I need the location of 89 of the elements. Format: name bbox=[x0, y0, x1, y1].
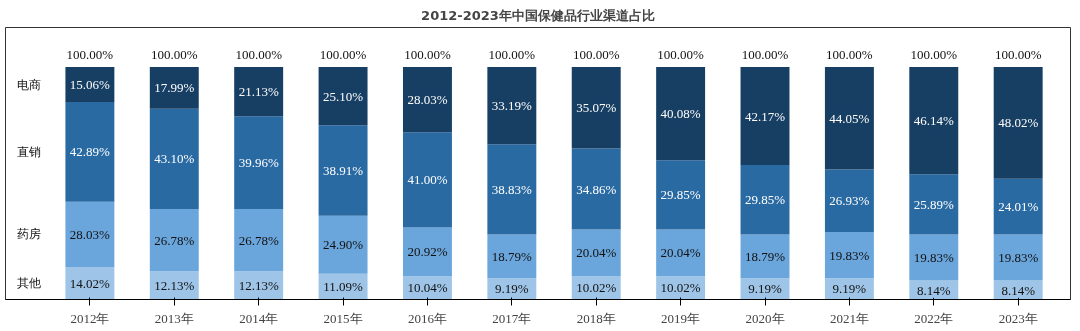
data-label: 10.04% bbox=[407, 280, 448, 296]
x-tick-label: 2016年 bbox=[407, 310, 447, 326]
data-label: 41.00% bbox=[407, 172, 448, 188]
bar bbox=[571, 67, 621, 149]
bar bbox=[149, 108, 199, 210]
bar bbox=[909, 67, 959, 175]
total-label: 100.00% bbox=[657, 47, 705, 63]
total-label: 100.00% bbox=[404, 47, 451, 63]
total-label: 100.00% bbox=[826, 47, 873, 63]
x-tick-label: 2023年 bbox=[998, 310, 1038, 326]
x-tick-label: 2022年 bbox=[914, 310, 954, 326]
bar bbox=[318, 125, 368, 216]
data-label: 8.14% bbox=[1001, 282, 1036, 298]
data-label: 9.19% bbox=[832, 281, 867, 297]
bar bbox=[824, 67, 874, 170]
data-label: 9.19% bbox=[748, 281, 782, 297]
data-label: 29.85% bbox=[660, 187, 701, 203]
data-label: 8.14% bbox=[917, 282, 951, 298]
data-label: 10.02% bbox=[660, 280, 701, 296]
x-tick-label: 2017年 bbox=[492, 310, 532, 326]
data-label: 46.14% bbox=[913, 113, 954, 129]
data-label: 12.13% bbox=[154, 277, 195, 293]
data-label: 25.89% bbox=[913, 196, 954, 212]
bar bbox=[402, 132, 452, 228]
data-label: 24.90% bbox=[323, 237, 364, 253]
bar bbox=[487, 144, 537, 235]
data-label: 19.83% bbox=[998, 250, 1039, 266]
data-label: 26.78% bbox=[154, 232, 195, 248]
x-tick-label: 2015年 bbox=[323, 310, 363, 326]
data-label: 29.85% bbox=[744, 192, 786, 208]
total-label: 100.00% bbox=[572, 47, 620, 63]
data-label: 19.83% bbox=[829, 247, 870, 263]
chart-title: 2012-2023年中国保健品行业渠道占比 bbox=[421, 7, 655, 23]
data-label: 40.08% bbox=[660, 106, 701, 122]
total-label: 100.00% bbox=[741, 47, 789, 63]
data-label: 28.03% bbox=[69, 226, 111, 242]
total-label: 100.00% bbox=[488, 47, 536, 63]
bar bbox=[65, 102, 115, 202]
total-label: 100.00% bbox=[994, 47, 1042, 63]
data-label: 24.01% bbox=[998, 199, 1039, 215]
x-tick-label: 2018年 bbox=[576, 310, 616, 326]
data-label: 39.96% bbox=[238, 155, 279, 171]
data-label: 18.79% bbox=[491, 248, 533, 264]
data-label: 9.19% bbox=[495, 281, 529, 297]
data-label: 20.04% bbox=[576, 245, 617, 261]
data-label: 42.89% bbox=[69, 144, 111, 160]
data-label: 15.06% bbox=[69, 77, 111, 93]
data-label: 20.92% bbox=[407, 244, 448, 260]
bar bbox=[740, 67, 790, 166]
data-label: 28.03% bbox=[407, 92, 448, 108]
text: 药房 bbox=[17, 227, 42, 242]
data-label: 48.02% bbox=[998, 115, 1039, 131]
data-label: 14.02% bbox=[69, 275, 111, 291]
data-label: 38.91% bbox=[323, 163, 364, 179]
x-tick-label: 2013年 bbox=[154, 310, 194, 326]
text: 电商 bbox=[17, 77, 42, 92]
data-label: 19.83% bbox=[913, 250, 954, 266]
x-tick-label: 2020年 bbox=[745, 310, 785, 326]
data-label: 42.17% bbox=[744, 108, 786, 124]
data-label: 26.93% bbox=[829, 193, 870, 209]
data-label: 26.78% bbox=[238, 232, 279, 248]
total-label: 100.00% bbox=[319, 47, 367, 63]
text: 直销 bbox=[17, 144, 42, 159]
total-label: 100.00% bbox=[910, 47, 958, 63]
data-label: 12.13% bbox=[238, 277, 279, 293]
x-tick-label: 2014年 bbox=[239, 310, 279, 326]
data-label: 43.10% bbox=[154, 151, 195, 167]
total-label: 100.00% bbox=[235, 47, 283, 63]
data-label: 11.09% bbox=[323, 279, 364, 295]
data-label: 25.10% bbox=[323, 88, 364, 104]
data-label: 44.05% bbox=[829, 110, 870, 126]
data-label: 38.83% bbox=[491, 181, 533, 197]
bar bbox=[993, 67, 1043, 179]
data-label: 21.13% bbox=[238, 84, 279, 100]
data-label: 20.04% bbox=[660, 245, 701, 261]
x-tick-label: 2012年 bbox=[70, 310, 110, 326]
x-tick-label: 2021年 bbox=[829, 310, 869, 326]
data-label: 17.99% bbox=[154, 80, 195, 96]
total-label: 100.00% bbox=[150, 47, 198, 63]
data-label: 34.86% bbox=[576, 181, 617, 197]
total-label: 100.00% bbox=[66, 47, 114, 63]
text: 其他 bbox=[17, 276, 42, 291]
data-label: 10.02% bbox=[576, 280, 617, 296]
bar bbox=[234, 116, 284, 210]
x-tick-label: 2019年 bbox=[661, 310, 701, 326]
data-label: 33.19% bbox=[491, 98, 533, 114]
data-label: 35.07% bbox=[576, 100, 617, 116]
data-label: 18.79% bbox=[744, 248, 786, 264]
bar bbox=[656, 67, 706, 161]
